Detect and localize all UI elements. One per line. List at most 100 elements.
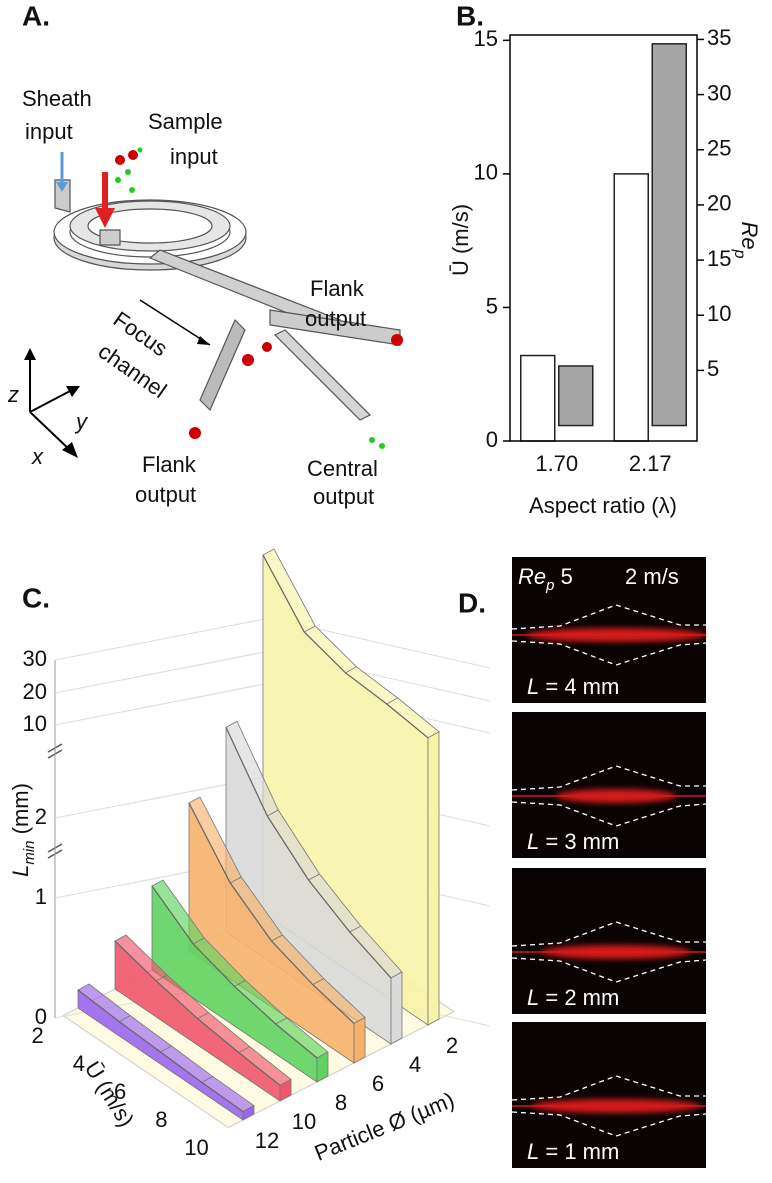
- ribbon-end: [353, 1016, 366, 1064]
- ribbon-line: [225, 727, 392, 979]
- y-tick-label: 1: [35, 884, 47, 909]
- y-label-main: L: [8, 865, 33, 877]
- panel-label: A.: [22, 0, 50, 31]
- channel-wall: [511, 921, 706, 947]
- diagram-label: Sample: [148, 109, 223, 134]
- length-value: = 3 mm: [539, 829, 619, 854]
- ribbon-end: [242, 1104, 255, 1121]
- diagram-label: output: [313, 484, 374, 509]
- ribbon-rib: [308, 873, 320, 881]
- y2-tick-label: 30: [707, 80, 731, 105]
- ribbon-rib: [345, 666, 357, 674]
- y2-axis-label: Rep: [731, 221, 762, 258]
- y2-label-main: Re: [737, 221, 762, 249]
- y-axis-label: Ū (m/s): [448, 204, 473, 276]
- y-tick-label: 10: [474, 160, 498, 185]
- ribbon-line: [114, 940, 281, 1086]
- micrograph: [512, 868, 706, 1014]
- ribbon-rib: [119, 1015, 131, 1022]
- channel-wall: [511, 640, 707, 666]
- rep-value: 5: [554, 564, 572, 589]
- z-tick-label: 4: [409, 1052, 421, 1077]
- length-value: = 1 mm: [539, 1139, 619, 1164]
- bar: [613, 173, 649, 442]
- length-var: L: [527, 1139, 539, 1164]
- x-axis-label: Ū (m/s): [80, 1057, 139, 1131]
- length-label: L = 4 mm: [527, 674, 619, 699]
- rep-sub: p: [545, 577, 554, 594]
- ribbon-rib: [349, 925, 361, 933]
- y-label-sub: min: [21, 841, 38, 865]
- axis-glyph: z: [7, 382, 19, 407]
- ribbon-line: [188, 802, 355, 1024]
- z-tick-label: 8: [335, 1090, 347, 1115]
- x-tick-label: 2.17: [629, 451, 672, 476]
- ribbon-rib: [304, 625, 316, 633]
- z-tick-label: 2: [446, 1033, 458, 1058]
- plot-frame: [509, 34, 698, 442]
- y2-tick-label: 15: [707, 246, 731, 271]
- x-tick-label: 2: [32, 1023, 44, 1048]
- z-tick-label: 10: [292, 1109, 316, 1134]
- y-axis-label: Lmin (mm): [8, 783, 39, 877]
- bar: [558, 365, 594, 427]
- z-axis-label: Particle Ø (µm): [311, 1087, 458, 1166]
- length-var: L: [527, 674, 539, 699]
- ribbon-rib: [230, 876, 242, 884]
- ribbon-end: [316, 1051, 329, 1083]
- y-tick-label: 30: [23, 646, 47, 671]
- y-tick-label: 20: [23, 679, 47, 704]
- bar: [520, 354, 556, 442]
- flow-label: Rep 5: [518, 564, 573, 595]
- diagram-label: input: [25, 119, 73, 144]
- channel-wall: [511, 1075, 706, 1101]
- z-tick-label: 6: [372, 1071, 384, 1096]
- ribbon-rib: [267, 809, 279, 817]
- ribbon-line: [151, 885, 318, 1059]
- length-value: = 4 mm: [539, 674, 619, 699]
- channel-wall: [511, 801, 707, 827]
- ribbon-rib: [201, 1076, 213, 1083]
- y2-tick-label: 25: [707, 136, 731, 161]
- ribbon-rib: [238, 1046, 250, 1053]
- ribbon-rib: [271, 934, 283, 942]
- x-tick-label: 1.70: [535, 451, 578, 476]
- y-label-unit: (mm): [8, 783, 33, 840]
- micrograph: [512, 712, 706, 858]
- y-tick-label: 5: [486, 293, 498, 318]
- length-var: L: [527, 985, 539, 1010]
- ribbon-rib: [193, 937, 205, 945]
- y2-tick-label: 35: [707, 25, 731, 50]
- ribbon-end: [279, 1078, 292, 1102]
- x-tick-label: 4: [73, 1051, 85, 1076]
- channel-wall: [511, 957, 707, 983]
- ribbon-rib: [312, 978, 324, 985]
- diagram-label: Flank: [142, 452, 197, 477]
- micrograph: [512, 1022, 706, 1168]
- x-tick-label: 8: [155, 1107, 167, 1132]
- panel-label: B.: [456, 0, 484, 31]
- ribbon-end: [427, 731, 440, 1026]
- y2-tick-label: 5: [707, 356, 719, 381]
- bar: [651, 43, 687, 427]
- ribbon-rib: [156, 974, 168, 982]
- channel-wall: [511, 765, 706, 791]
- length-label: L = 3 mm: [527, 829, 619, 854]
- x-tick-label: 10: [184, 1135, 208, 1160]
- channel-wall: [511, 604, 706, 630]
- length-label: L = 2 mm: [527, 985, 619, 1010]
- y-tick-label: 2: [35, 804, 47, 829]
- panel-label: D.: [458, 587, 486, 618]
- arrows: [24, 152, 211, 458]
- ribbon-rib: [197, 1012, 209, 1019]
- y-tick-label: 10: [23, 711, 47, 736]
- length-label: L = 1 mm: [527, 1139, 619, 1164]
- y-tick-label: 0: [35, 1004, 47, 1029]
- ribbon-rib: [275, 1017, 287, 1025]
- axis-glyph: x: [31, 444, 44, 469]
- ribbon-line: [262, 554, 429, 739]
- y2-tick-label: 20: [707, 191, 731, 216]
- y2-tick-label: 10: [707, 301, 731, 326]
